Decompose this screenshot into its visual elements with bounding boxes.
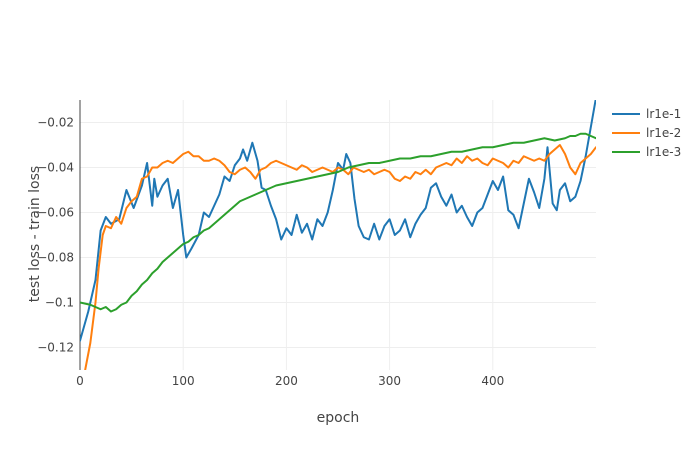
x-tick-label: 0 (76, 374, 84, 388)
legend-item-lr1e-2[interactable]: lr1e-2 (612, 126, 681, 140)
y-tick-label: −0.12 (37, 341, 74, 355)
legend-label: lr1e-3 (646, 145, 681, 159)
legend: lr1e-1 lr1e-2 lr1e-3 (612, 107, 681, 159)
y-tick-label: −0.08 (37, 251, 74, 265)
x-tick-label: 300 (378, 374, 401, 388)
series-layer (80, 100, 596, 370)
legend-item-lr1e-1[interactable]: lr1e-1 (612, 107, 681, 121)
y-tick-label: −0.02 (37, 116, 74, 130)
series-line-lr1e-1 (80, 100, 596, 342)
y-tick-label: −0.04 (37, 161, 74, 175)
x-tick-label: 200 (275, 374, 298, 388)
grid-layer (79, 100, 596, 370)
legend-item-lr1e-3[interactable]: lr1e-3 (612, 145, 681, 159)
x-tick-label: 400 (481, 374, 504, 388)
y-tick-label: −0.1 (45, 296, 74, 310)
tick-labels: −0.12 −0.1 −0.08 −0.06 −0.04 −0.02 0 100 200 300 4… (37, 116, 504, 389)
y-axis-title: test loss - train loss (27, 166, 43, 302)
x-axis-title: epoch (317, 410, 360, 426)
legend-label: lr1e-1 (646, 107, 681, 121)
legend-label: lr1e-2 (646, 126, 681, 140)
series-line-lr1e-3 (80, 132, 596, 313)
series-line-lr1e-2 (84, 144, 596, 370)
x-tick-label: 100 (172, 374, 195, 388)
y-tick-label: −0.06 (37, 206, 74, 220)
